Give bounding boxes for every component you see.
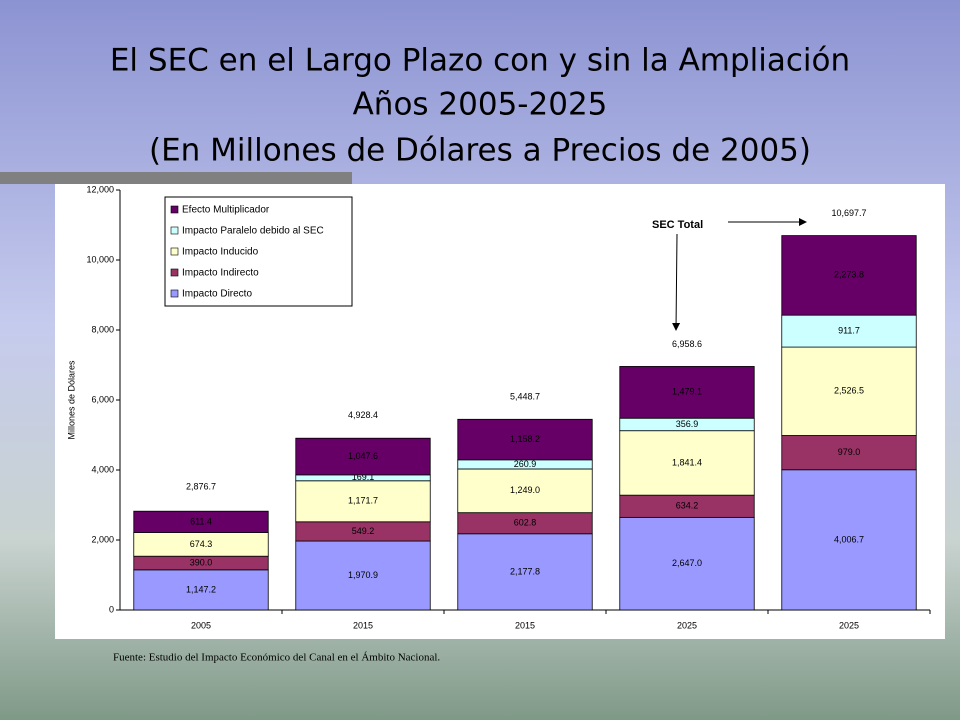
- title-line: Años 2005-2025: [353, 87, 608, 123]
- bar-segment: [619, 516, 755, 611]
- legend-swatch: [170, 268, 179, 277]
- bar-segment: [295, 480, 431, 523]
- legend-label: Impacto Directo: [182, 289, 252, 300]
- data-label: 979.0: [838, 447, 861, 457]
- legend-swatch: [170, 289, 179, 298]
- bar-segment: [457, 468, 593, 514]
- x-tick-label: 2025: [677, 620, 697, 630]
- total-label: 6,958.6: [672, 339, 702, 349]
- data-label: 390.0: [190, 557, 213, 567]
- legend-label: Efecto Multiplicador: [182, 205, 270, 216]
- bar-segment: [619, 366, 755, 419]
- legend-label: Impacto Paralelo debido al SEC: [182, 226, 324, 237]
- legend-label: Impacto Indirecto: [182, 268, 259, 279]
- total-label: 10,697.7: [831, 208, 866, 218]
- data-label: 1,158.2: [510, 434, 540, 444]
- y-tick-label: 8,000: [91, 324, 114, 334]
- x-tick-label: 2015: [353, 620, 373, 630]
- annotation: SEC Total: [652, 219, 703, 231]
- plot: 0 2,000 4,000 6,000 8,000 10,000 12,000 2005 1,1…: [86, 184, 931, 630]
- x-tick-label: 2005: [191, 620, 211, 630]
- source: Fuente: Estudio del Impacto Económico de…: [113, 652, 440, 664]
- y-tick-label: 4,000: [91, 464, 114, 474]
- x-tick-label: 2025: [839, 620, 859, 630]
- data-label: 611.4: [190, 516, 212, 526]
- bar-segment: [457, 533, 593, 611]
- data-label: 2,177.8: [510, 566, 540, 576]
- title-line: (En Millones de Dólares a Precios de 200…: [149, 133, 811, 169]
- data-label: 911.7: [838, 325, 860, 335]
- x-tick-label: 2015: [515, 620, 535, 630]
- title-line: El SEC en el Largo Plazo con y sin la Am…: [110, 43, 850, 79]
- data-label: 1,171.7: [348, 496, 378, 506]
- data-label: 260.9: [514, 459, 537, 469]
- bar-segment: [457, 418, 593, 461]
- y-axis-label: Millones de Dólares: [66, 360, 76, 440]
- data-label: 1,147.2: [186, 584, 216, 594]
- bar-segment: [781, 235, 917, 316]
- bar-segment: [781, 435, 917, 471]
- data-label: 1,841.4: [672, 457, 702, 467]
- data-label: 674.3: [190, 539, 213, 549]
- data-label: 549.2: [352, 526, 375, 536]
- data-label: 602.8: [514, 518, 537, 528]
- legend-swatch: [170, 205, 179, 214]
- data-label: 169.1: [352, 472, 375, 482]
- legend-swatch: [170, 226, 179, 235]
- data-label: 1,047.6: [348, 451, 378, 461]
- bar-segment: [619, 430, 755, 496]
- data-label: 1,249.0: [510, 485, 540, 495]
- data-label: 2,526.5: [834, 386, 864, 396]
- data-label: 1,970.9: [348, 570, 378, 580]
- bar-segment: [781, 346, 917, 436]
- legend-swatch: [170, 247, 179, 256]
- total-label: 4,928.4: [348, 410, 378, 420]
- legend-label: Impacto Inducido: [182, 247, 259, 258]
- data-label: 4,006.7: [834, 534, 864, 544]
- legend-box: [164, 196, 353, 307]
- total-label: 5,448.7: [510, 392, 540, 402]
- total-label: 2,876.7: [186, 482, 216, 492]
- data-label: 356.9: [676, 419, 699, 429]
- annotation-arrow: [672, 233, 681, 331]
- data-label: 634.2: [676, 501, 699, 511]
- y-tick-label: 0: [109, 604, 114, 614]
- data-label: 2,647.0: [672, 558, 702, 568]
- bar-segment: [781, 469, 917, 611]
- data-label: 2,273.8: [834, 270, 864, 280]
- y-tick-label: 6,000: [91, 394, 114, 404]
- y-tick-label: 12,000: [86, 184, 114, 194]
- bar-segment: [133, 510, 269, 533]
- decor-bar: [0, 172, 352, 184]
- y-tick-label: 10,000: [86, 254, 114, 264]
- data-label: 1,479.1: [672, 387, 702, 397]
- bar-segment: [295, 540, 431, 611]
- bar-segment: [295, 437, 431, 476]
- y-tick-label: 2,000: [91, 534, 114, 544]
